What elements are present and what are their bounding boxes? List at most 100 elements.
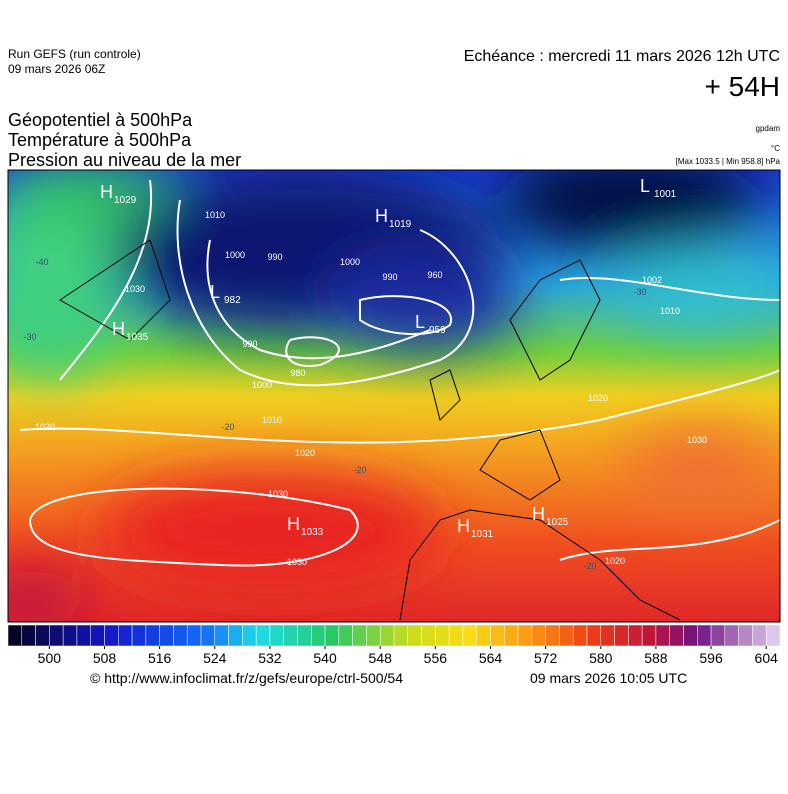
center-letter: H	[100, 182, 113, 202]
center-value: 1031	[471, 529, 494, 540]
issued: 09 mars 2026 10:05 UTC	[530, 670, 687, 686]
center-value: 982	[224, 295, 241, 306]
colorbar-swatch	[435, 624, 450, 647]
colorbar-swatch	[448, 624, 464, 647]
colorbar-swatch	[600, 624, 615, 647]
center-value: 1001	[654, 189, 677, 200]
isobar-label: 960	[427, 270, 442, 280]
colorbar-swatch	[104, 624, 119, 647]
isotherm-label: -30	[633, 287, 646, 297]
colorbar-tick-label: 540	[313, 650, 337, 666]
colorbar-swatch	[462, 624, 477, 647]
colorbar-tick-label: 588	[644, 650, 668, 666]
colorbar-swatch	[517, 624, 533, 647]
field-blobs	[8, 170, 780, 622]
colorbar-tick-label: 572	[534, 650, 558, 666]
colorbar-swatch	[504, 624, 519, 647]
isobar-label: 1020	[588, 393, 608, 403]
center-value: 1019	[389, 219, 412, 230]
field: Température à 500hPa	[8, 130, 192, 150]
run: Run GEFS (run controle)	[8, 47, 141, 61]
colorbar-swatch	[531, 624, 546, 647]
field: Géopotentiel à 500hPa	[8, 110, 193, 130]
isobars	[19, 179, 780, 567]
field: Pression au niveau de la mer	[8, 150, 241, 170]
unit: [Max 1033.5 | Min 958.8] hPa	[676, 157, 781, 166]
center-letter: H	[112, 319, 125, 339]
colorbar-swatch	[655, 624, 670, 647]
colorbar-swatch	[545, 624, 560, 647]
footer: © http://www.infoclimat.fr/z/gefs/europe…	[90, 670, 687, 686]
colorbar-swatch	[200, 624, 216, 647]
isotherm-label: -30	[23, 332, 36, 342]
colorbar-swatch	[379, 624, 395, 647]
center-letter: L	[640, 176, 650, 196]
center-value: 1035	[126, 332, 149, 343]
colorbar-tick-label: 524	[203, 650, 227, 666]
colorbar-swatch	[242, 624, 257, 647]
colorbar-swatch	[186, 624, 202, 647]
colorbar-tick-label: 556	[424, 650, 448, 666]
map-frame	[7, 169, 781, 623]
colorbar-swatch	[752, 624, 767, 647]
colorbar-swatch	[173, 624, 188, 647]
center-letter: H	[532, 504, 545, 524]
colorbar-swatch	[35, 624, 50, 647]
colorbar-swatch	[683, 624, 698, 647]
source: © http://www.infoclimat.fr/z/gefs/europe…	[90, 670, 403, 686]
unit: gpdam	[756, 124, 781, 133]
isobar-label: 1010	[262, 415, 282, 425]
center-letter: H	[287, 514, 300, 534]
isobar-label: 1030	[125, 284, 145, 294]
colorbar-swatch	[738, 624, 753, 647]
colorbar-swatch	[393, 624, 409, 647]
colorbar-swatch	[131, 624, 147, 647]
colorbar-swatch	[311, 624, 326, 647]
colorbar: 500 508 516 524 532 540 548 556 564 572 580 588 596 6…	[7, 624, 781, 666]
unit: °C	[771, 144, 780, 153]
lead-time: + 54H	[705, 71, 781, 102]
center-letter: L	[210, 282, 220, 302]
colorbar-swatch	[228, 624, 243, 647]
isobar-label: 990	[382, 272, 397, 282]
isobar-label: 1000	[252, 380, 272, 390]
center-value: 959	[429, 325, 446, 336]
colorbar-swatch	[572, 624, 588, 647]
colorbar-swatch	[49, 624, 64, 647]
colorbar-swatch	[669, 624, 684, 647]
colorbar-swatch	[724, 624, 739, 647]
isobar-label: 1000	[340, 257, 360, 267]
colorbar-swatch	[297, 624, 312, 647]
isotherm-label: -20	[221, 422, 234, 432]
isobar-label: 1002	[642, 275, 662, 285]
isobar-label: 1030	[268, 489, 288, 499]
isobar-label: 1000	[225, 250, 245, 260]
isobar-label: 1020	[295, 448, 315, 458]
colorbar-swatch	[283, 624, 298, 647]
isotherm-label: -20	[353, 465, 366, 475]
colorbar-swatch	[159, 624, 174, 647]
colorbar-swatch	[697, 624, 712, 647]
center-value: 1029	[114, 195, 137, 206]
colorbar-swatch	[628, 624, 643, 647]
colorbar-swatch	[641, 624, 657, 647]
colorbar-swatch	[559, 624, 574, 647]
colorbar-swatch	[62, 624, 78, 647]
colorbar-swatch	[366, 624, 381, 647]
colorbar-swatch	[118, 624, 133, 647]
colorbar-tick-label: 508	[93, 650, 117, 666]
colorbar-tick-label: 564	[479, 650, 503, 666]
center-letter: H	[375, 206, 388, 226]
colorbar-swatch	[255, 624, 271, 647]
colorbar-swatch	[76, 624, 91, 647]
colorbar-swatch	[269, 624, 284, 647]
colorbar-tick-label: 548	[369, 650, 393, 666]
colorbar-swatch	[586, 624, 602, 647]
colorbar-swatch	[352, 624, 367, 647]
center-value: 1033	[301, 527, 324, 538]
colorbar-swatch	[7, 624, 23, 647]
valid-time: Echéance : mercredi 11 mars 2026 12h UTC	[464, 48, 780, 65]
colorbar-tick-label: 604	[755, 650, 779, 666]
colorbar-swatch	[614, 624, 629, 647]
